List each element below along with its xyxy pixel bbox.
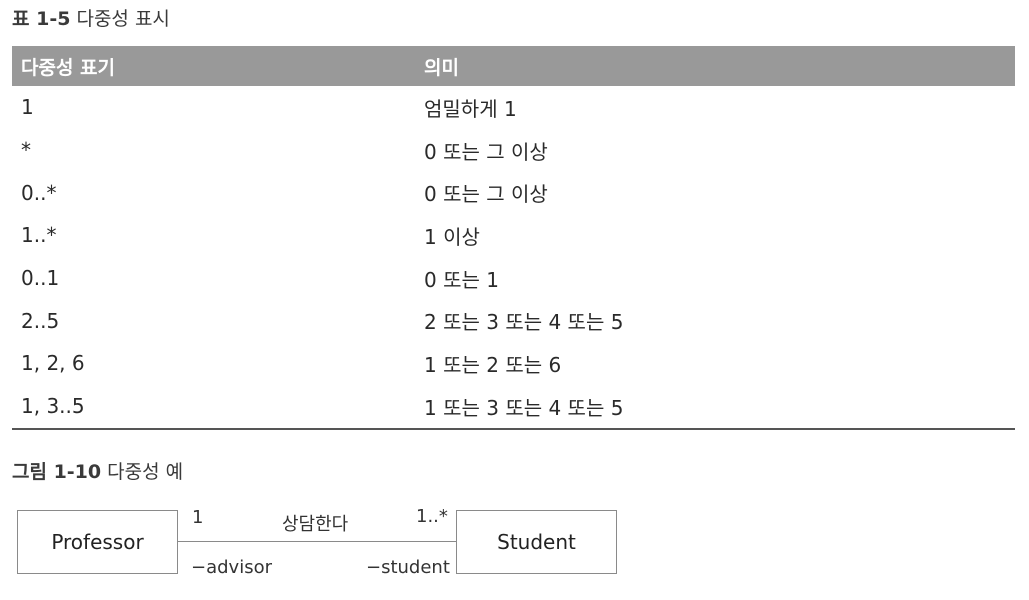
right-multiplicity: 1..* xyxy=(416,506,448,527)
table-row: 1 엄밀하게 1 xyxy=(12,86,1015,129)
meaning-cell: 엄밀하게 1 xyxy=(424,96,517,121)
table-header-row: 다중성 표기 의미 xyxy=(12,46,1015,86)
notation-cell: 1, 2, 6 xyxy=(21,351,85,376)
student-class-box: Student xyxy=(456,510,617,574)
professor-class-name: Professor xyxy=(51,530,144,554)
table-row: 1, 3..5 1 또는 3 또는 4 또는 5 xyxy=(12,385,1015,428)
notation-cell: 1..* xyxy=(21,223,57,248)
notation-cell: 0..1 xyxy=(21,266,60,291)
meaning-cell: 1 또는 3 또는 4 또는 5 xyxy=(424,395,624,420)
left-multiplicity: 1 xyxy=(192,507,204,528)
association-line xyxy=(178,541,456,542)
meaning-cell: 0 또는 1 xyxy=(424,267,499,292)
notation-cell: 0..* xyxy=(21,180,57,205)
figure-caption: 그림 1-10 다중성 예 xyxy=(12,457,183,484)
notation-cell: 2..5 xyxy=(21,308,60,333)
table-row: 1, 2, 6 1 또는 2 또는 6 xyxy=(12,342,1015,385)
meaning-cell: 1 또는 2 또는 6 xyxy=(424,352,562,377)
table-row: 1..* 1 이상 xyxy=(12,214,1015,257)
figure-caption-number: 그림 1-10 xyxy=(12,461,102,483)
table-row: 0..1 0 또는 1 xyxy=(12,257,1015,300)
meaning-cell: 2 또는 3 또는 4 또는 5 xyxy=(424,310,624,335)
table-caption: 표 1-5 다중성 표시 xyxy=(12,4,170,31)
student-class-name: Student xyxy=(497,530,576,554)
table-caption-title: 다중성 표시 xyxy=(76,8,170,30)
table-row: 0..* 0 또는 그 이상 xyxy=(12,171,1015,214)
table-row: 2..5 2 또는 3 또는 4 또는 5 xyxy=(12,299,1015,342)
meaning-cell: 1 이상 xyxy=(424,224,480,249)
figure-caption-title: 다중성 예 xyxy=(107,461,184,483)
table-caption-number: 표 1-5 xyxy=(12,8,71,30)
professor-class-box: Professor xyxy=(17,510,178,574)
notation-cell: 1 xyxy=(21,95,34,120)
notation-cell: * xyxy=(21,138,31,163)
left-role: −advisor xyxy=(191,557,272,578)
header-meaning: 의미 xyxy=(424,56,459,79)
meaning-cell: 0 또는 그 이상 xyxy=(424,139,548,164)
notation-cell: 1, 3..5 xyxy=(21,394,85,419)
header-notation: 다중성 표기 xyxy=(21,56,116,79)
multiplicity-table: 다중성 표기 의미 1 엄밀하게 1 * 0 또는 그 이상 0..* 0 또는… xyxy=(12,46,1015,430)
right-role: −student xyxy=(366,557,450,578)
table-row: * 0 또는 그 이상 xyxy=(12,129,1015,172)
meaning-cell: 0 또는 그 이상 xyxy=(424,182,548,207)
association-name: 상담한다 xyxy=(282,514,349,535)
